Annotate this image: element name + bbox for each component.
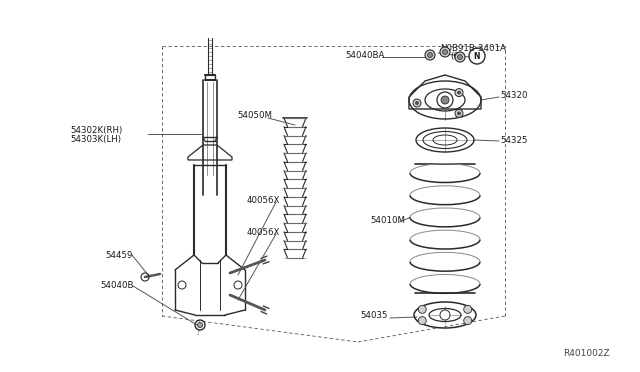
Circle shape (455, 109, 463, 118)
Text: R401002Z: R401002Z (563, 349, 610, 358)
Text: 54303K(LH): 54303K(LH) (70, 135, 121, 144)
Circle shape (415, 102, 419, 105)
Circle shape (419, 305, 426, 313)
Circle shape (458, 55, 463, 60)
Text: 54459: 54459 (105, 250, 132, 260)
Circle shape (440, 47, 450, 57)
Text: 54050M: 54050M (237, 110, 272, 119)
Circle shape (458, 112, 461, 115)
Text: (6): (6) (450, 51, 462, 61)
Circle shape (437, 92, 453, 108)
Circle shape (425, 50, 435, 60)
Text: 54040BA: 54040BA (345, 51, 385, 60)
Circle shape (441, 96, 449, 104)
Text: 54325: 54325 (500, 135, 527, 144)
Circle shape (442, 49, 447, 55)
Circle shape (428, 52, 433, 58)
Text: 54040B: 54040B (100, 280, 134, 289)
Text: N: N (474, 51, 480, 61)
Text: 54320: 54320 (500, 90, 527, 99)
Text: 40056X: 40056X (247, 228, 280, 237)
Circle shape (440, 310, 450, 320)
Text: N0B91B-3401A: N0B91B-3401A (440, 44, 506, 52)
Circle shape (455, 52, 465, 62)
Text: 54035: 54035 (360, 311, 387, 321)
Text: 40056X: 40056X (247, 196, 280, 205)
Circle shape (458, 91, 461, 94)
Circle shape (464, 317, 472, 325)
Circle shape (455, 89, 463, 97)
Text: 54302K(RH): 54302K(RH) (70, 125, 122, 135)
Circle shape (464, 305, 472, 313)
Text: 54010M: 54010M (370, 215, 405, 224)
Circle shape (198, 323, 202, 327)
Circle shape (419, 317, 426, 325)
Circle shape (413, 99, 421, 107)
